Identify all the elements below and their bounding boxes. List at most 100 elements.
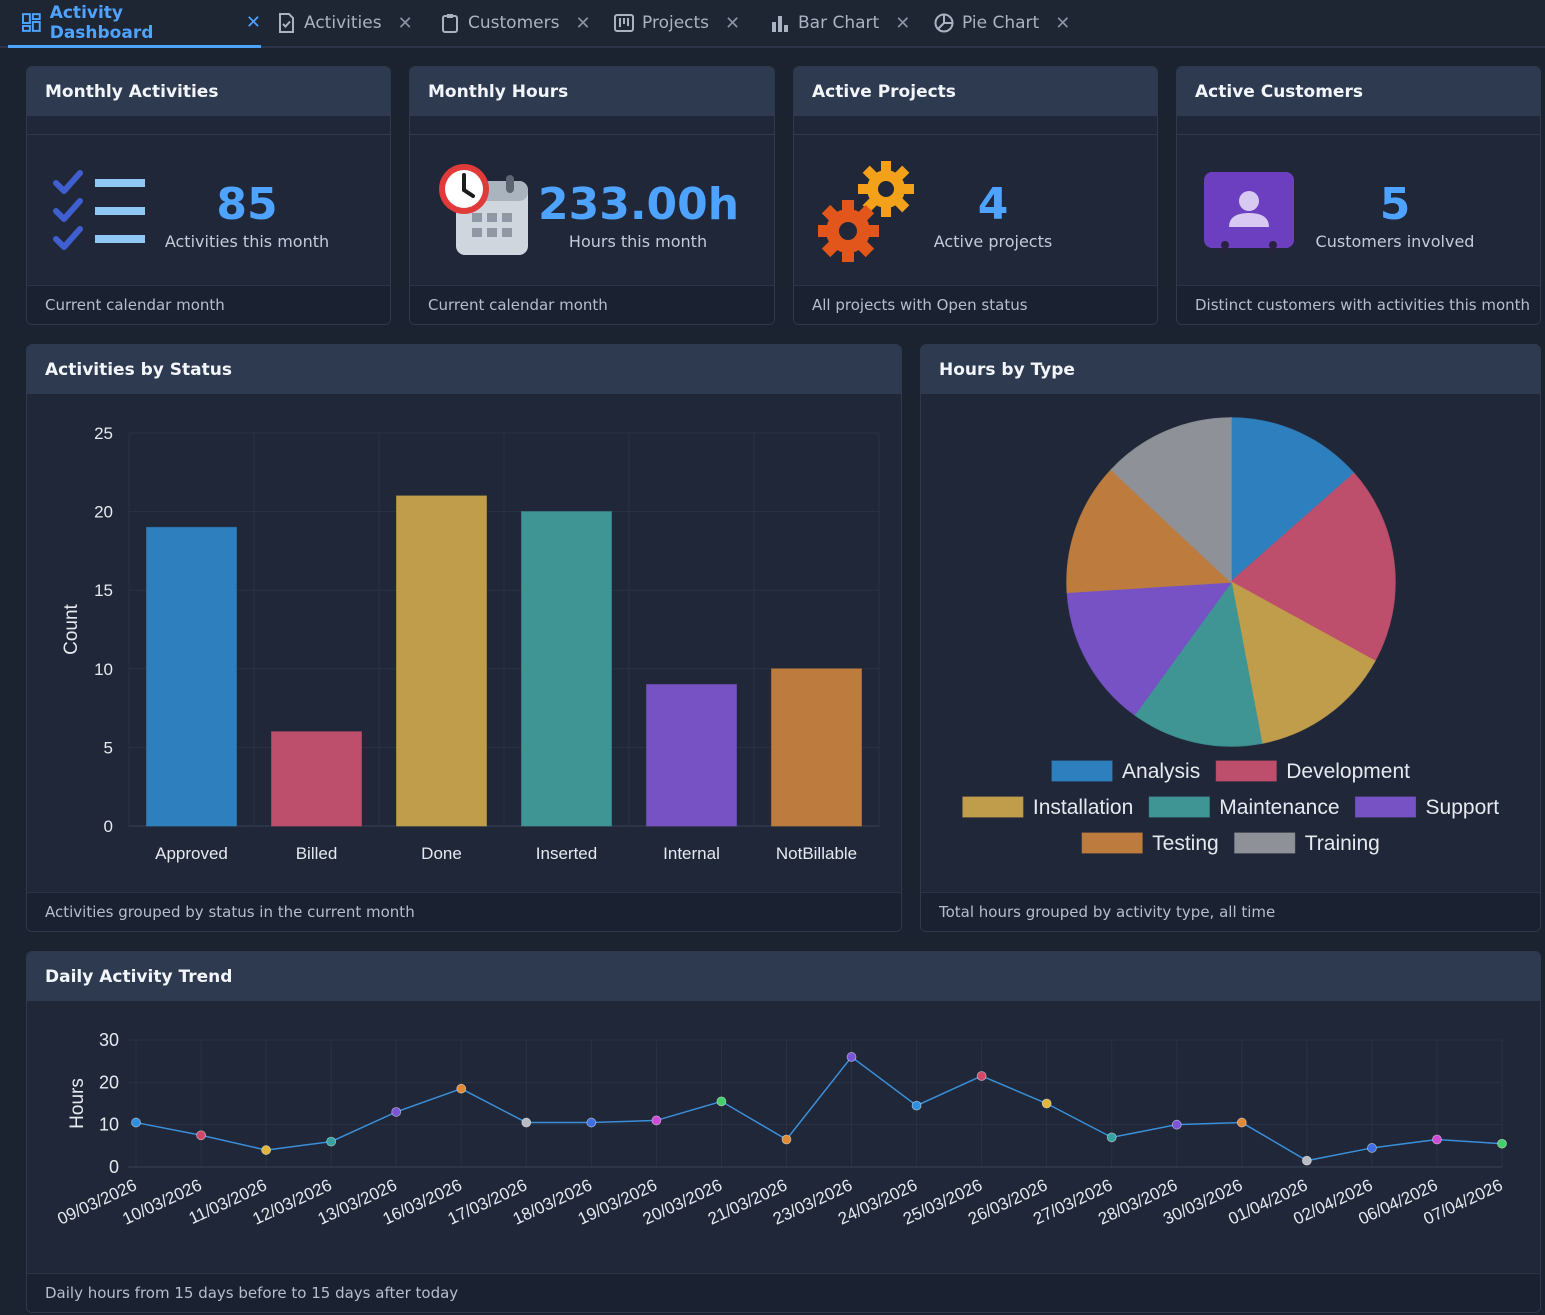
y-tick-label: 0 xyxy=(109,1157,119,1177)
data-point[interactable] xyxy=(1106,1132,1117,1143)
kpi-card-monthly-hours: Monthly Hours 233.00h Hours this month C… xyxy=(409,66,775,325)
data-point[interactable] xyxy=(521,1117,532,1128)
data-point[interactable] xyxy=(781,1134,792,1145)
tab-customers[interactable]: Customers ✕ xyxy=(426,0,591,46)
data-point[interactable] xyxy=(261,1145,271,1155)
data-point[interactable] xyxy=(976,1071,987,1081)
daily-activity-trend-panel: Daily Activity Trend 0 10 20 30 09/03/2026 10… xyxy=(26,951,1541,1313)
data-point[interactable] xyxy=(1041,1098,1052,1109)
bar[interactable] xyxy=(771,668,862,827)
status-bar-chart: 0 5 10 15 20 25 Approved Billed Done Inserted Inte… xyxy=(61,424,880,863)
data-point[interactable] xyxy=(326,1136,337,1147)
tab-label: Activities xyxy=(304,13,382,33)
y-tick-label: 15 xyxy=(94,581,113,600)
tab-label: Activity Dashboard xyxy=(49,2,154,43)
kpi-card-monthly-activities: Monthly Activities 85 Activities this mo… xyxy=(26,66,391,325)
pie-slice[interactable] xyxy=(1229,580,1376,744)
tab-label: Projects xyxy=(642,13,710,33)
card-footer: Distinct customers with activities this … xyxy=(1177,285,1540,324)
pie-slice[interactable] xyxy=(1110,417,1232,584)
close-icon[interactable]: ✕ xyxy=(575,12,591,34)
pie-slice[interactable] xyxy=(1133,580,1263,747)
type-pie-chart: Analysis Development Installation Maintenan… xyxy=(962,417,1499,855)
close-icon[interactable]: ✕ xyxy=(245,12,261,33)
legend-swatch xyxy=(1081,832,1143,854)
y-tick-label: 0 xyxy=(104,817,113,836)
pie-slice[interactable] xyxy=(1229,472,1396,663)
y-tick-label: 30 xyxy=(99,1030,119,1050)
pie-slice[interactable] xyxy=(1230,417,1356,584)
legend-label: Analysis xyxy=(1122,760,1200,783)
legend-label: Testing xyxy=(1152,832,1219,855)
data-point[interactable] xyxy=(716,1096,727,1107)
gears-icon xyxy=(818,161,914,262)
card-footer: All projects with Open status xyxy=(794,285,1157,324)
bar[interactable] xyxy=(646,684,737,827)
daily-trend-line-chart: 010203009/03/202610/03/202611/03/202612/… xyxy=(55,1030,1507,1229)
legend-label: Development xyxy=(1286,760,1410,783)
data-point[interactable] xyxy=(846,1052,857,1062)
card-title: Monthly Hours xyxy=(410,67,774,116)
card-footer: Current calendar month xyxy=(410,285,774,324)
close-icon[interactable]: ✕ xyxy=(895,12,911,34)
data-point[interactable] xyxy=(586,1117,597,1128)
hours-by-type-panel: Hours by Type Analysis Development Install… xyxy=(920,344,1541,932)
y-tick-label: 5 xyxy=(104,738,113,757)
kpi-value: 85 xyxy=(216,179,278,230)
pie-slice[interactable] xyxy=(1066,468,1233,594)
tab-pie-chart[interactable]: Pie Chart ✕ xyxy=(920,0,1070,46)
x-tick-label: Internal xyxy=(663,844,720,863)
kpi-label: Activities this month xyxy=(164,232,330,251)
panel-footer: Activities grouped by status in the curr… xyxy=(27,892,901,931)
checklist-doc-icon xyxy=(279,13,294,33)
data-point[interactable] xyxy=(1432,1134,1442,1145)
x-tick-label: Billed xyxy=(296,844,338,863)
tab-label: Pie Chart xyxy=(962,13,1040,33)
close-icon[interactable]: ✕ xyxy=(397,12,413,34)
card-footer: Current calendar month xyxy=(27,285,390,324)
kpi-label: Hours this month xyxy=(568,232,708,251)
data-point[interactable] xyxy=(1236,1117,1247,1128)
pie-slice[interactable] xyxy=(1066,581,1233,716)
data-point[interactable] xyxy=(1171,1119,1182,1130)
tab-label: Bar Chart xyxy=(798,13,880,33)
data-point[interactable] xyxy=(131,1117,141,1128)
x-tick-label: NotBillable xyxy=(776,844,857,863)
kpi-label: Active projects xyxy=(933,232,1053,251)
clipboard-icon xyxy=(442,14,458,33)
data-point[interactable] xyxy=(196,1130,206,1141)
tab-activities[interactable]: Activities ✕ xyxy=(262,0,413,46)
legend-swatch xyxy=(1355,796,1417,818)
bar[interactable] xyxy=(396,495,487,827)
bar[interactable] xyxy=(521,511,612,827)
tab-projects[interactable]: Projects ✕ xyxy=(600,0,740,46)
y-axis-label: Count xyxy=(61,603,82,654)
card-title: Monthly Activities xyxy=(27,67,390,116)
data-point[interactable] xyxy=(651,1115,662,1126)
data-point[interactable] xyxy=(1367,1143,1377,1153)
series-line xyxy=(135,1055,1503,1162)
panel-footer: Total hours grouped by activity type, al… xyxy=(921,892,1540,931)
close-icon[interactable]: ✕ xyxy=(725,12,741,34)
bar-chart-icon xyxy=(772,16,788,32)
close-icon[interactable]: ✕ xyxy=(1055,12,1071,34)
tab-bar-chart[interactable]: Bar Chart ✕ xyxy=(756,0,910,46)
x-tick-label: Approved xyxy=(155,844,228,863)
tab-activity-dashboard[interactable]: Activity Dashboard ✕ xyxy=(8,0,261,48)
data-point[interactable] xyxy=(1497,1138,1507,1149)
kpi-card-active-customers: Active Customers 5 Customers involved Di… xyxy=(1176,66,1541,325)
data-point[interactable] xyxy=(456,1083,467,1094)
y-tick-label: 25 xyxy=(94,424,113,443)
data-point[interactable] xyxy=(391,1107,402,1117)
legend-swatch xyxy=(1234,832,1296,854)
data-point[interactable] xyxy=(1301,1155,1312,1166)
legend-swatch xyxy=(1051,760,1113,782)
y-tick-label: 10 xyxy=(99,1115,119,1135)
bar[interactable] xyxy=(271,731,362,827)
legend-swatch xyxy=(1148,796,1210,818)
data-point[interactable] xyxy=(911,1100,922,1111)
y-tick-label: 20 xyxy=(99,1072,119,1092)
kpi-card-active-projects: Active Projects xyxy=(793,66,1158,325)
bar[interactable] xyxy=(146,526,237,827)
x-tick-label: Inserted xyxy=(536,844,597,863)
